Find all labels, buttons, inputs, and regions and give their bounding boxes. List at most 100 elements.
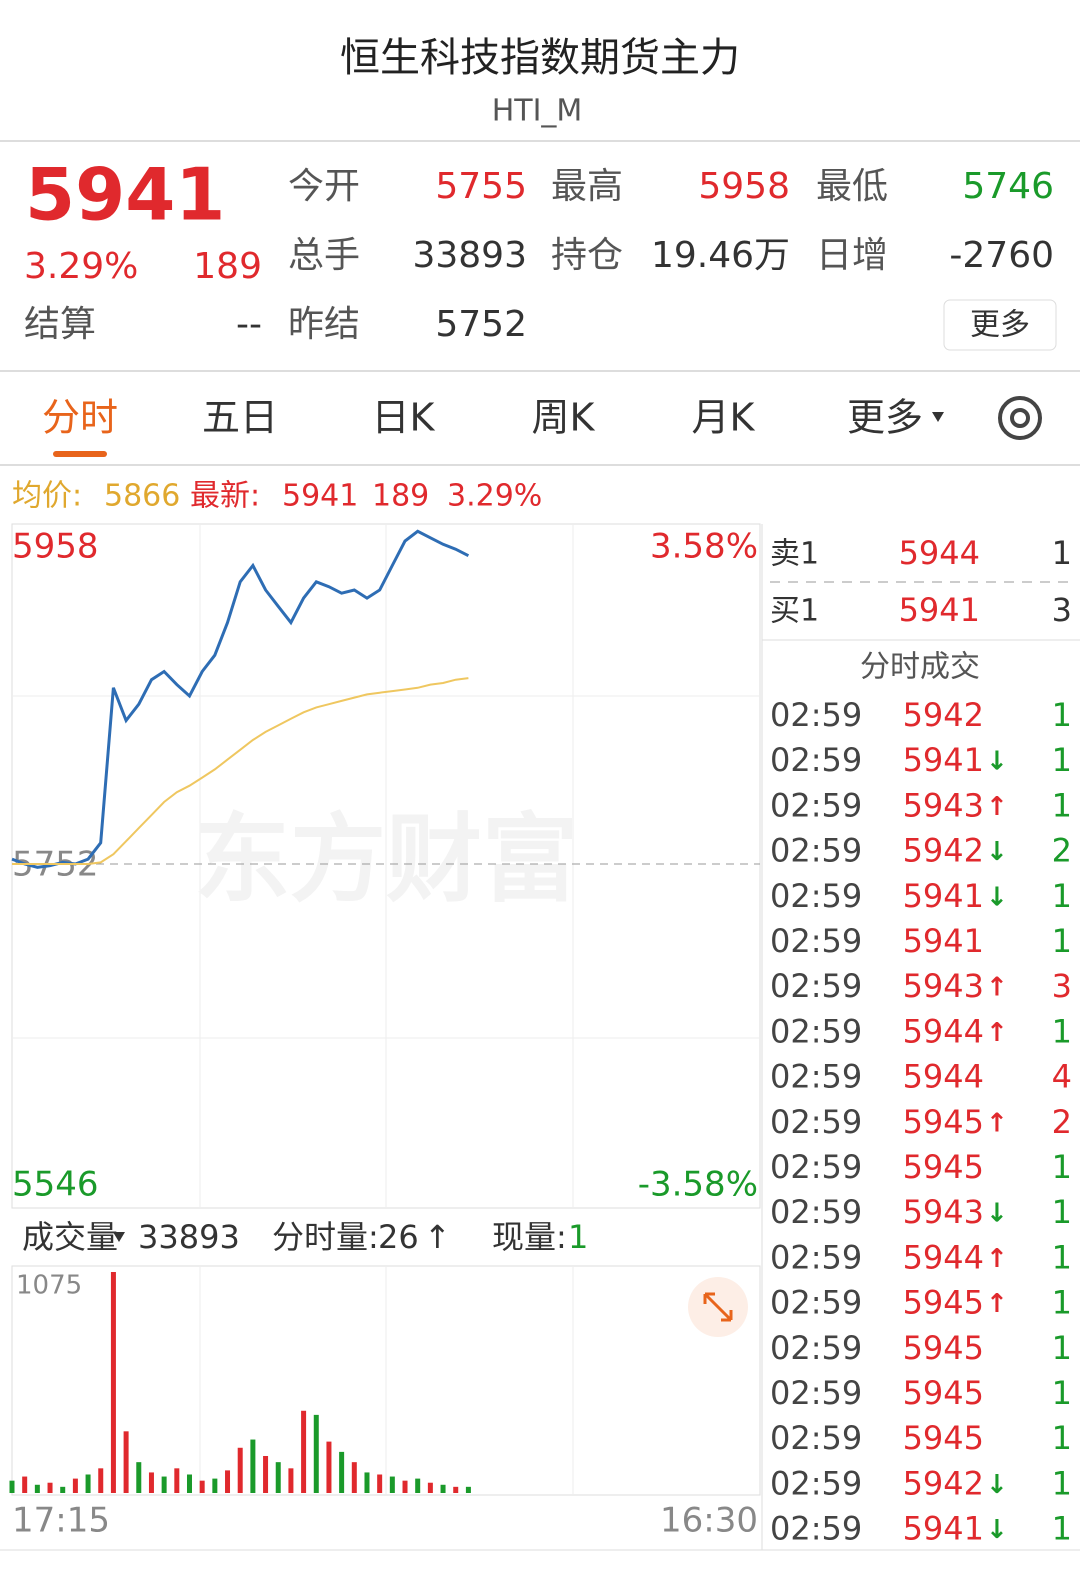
volume-bar <box>351 1462 357 1493</box>
volume-bar <box>174 1468 180 1493</box>
trade-time: 02:59 <box>770 1464 862 1502</box>
tab[interactable]: 周K <box>532 396 596 440</box>
volume-bar <box>110 1272 116 1493</box>
last-change: 189 <box>372 479 429 514</box>
tab[interactable]: 五日 <box>202 396 278 440</box>
volume-bar <box>34 1484 40 1493</box>
title: 恒生科技指数期货主力 <box>340 35 740 81</box>
trade-arrow: ↓ <box>986 1199 1008 1229</box>
trade-time: 02:59 <box>770 1012 862 1050</box>
last-value: 5941 <box>282 479 358 514</box>
trade-arrow: ↓ <box>986 1470 1008 1500</box>
trade-volume: 3 <box>1052 967 1072 1005</box>
more-text[interactable]: 更多 <box>970 308 1030 343</box>
trade-time: 02:59 <box>770 877 862 915</box>
volume-bar <box>237 1447 243 1493</box>
volume-bar <box>415 1478 421 1493</box>
change: 189 <box>193 246 262 287</box>
volume-bar <box>288 1468 294 1493</box>
trade-price: 5945 <box>903 1419 984 1457</box>
volume-bar <box>98 1468 104 1493</box>
trade-price: 5945 <box>903 1284 984 1322</box>
last-price: 5941 <box>25 153 225 237</box>
trade-time: 02:59 <box>770 1238 862 1276</box>
trade-price: 5944 <box>903 1058 984 1096</box>
volume-bar <box>313 1414 319 1493</box>
field-value: 5755 <box>435 166 527 207</box>
trade-time: 02:59 <box>770 1510 862 1548</box>
settle: -- <box>236 304 262 345</box>
trade-volume: 1 <box>1052 741 1072 779</box>
volume-bar <box>9 1480 15 1493</box>
field-label: 昨结 <box>288 304 360 345</box>
subtitle: HTI_M <box>492 94 583 129</box>
book-price: 5941 <box>899 591 980 629</box>
volume-bar <box>326 1441 332 1493</box>
watermark: 东方财富 <box>194 803 578 915</box>
field-value: -2760 <box>949 235 1054 276</box>
trade-time: 02:59 <box>770 967 862 1005</box>
field-value: 33893 <box>412 235 527 276</box>
field-label: 日增 <box>816 235 888 276</box>
volume-bar <box>275 1462 281 1493</box>
field-label: 总手 <box>288 235 360 276</box>
settings-icon[interactable] <box>998 396 1042 440</box>
book-side: 买1 <box>770 594 819 629</box>
trade-time: 02:59 <box>770 922 862 960</box>
trade-time: 02:59 <box>770 1103 862 1141</box>
trade-time: 02:59 <box>770 786 862 824</box>
trade-time: 02:59 <box>770 1148 862 1186</box>
price-line <box>11 529 470 869</box>
volume-bar <box>136 1462 142 1493</box>
tab[interactable]: 分时 <box>42 396 118 440</box>
volume-bar <box>301 1410 307 1493</box>
volume-bar <box>453 1486 459 1493</box>
trade-volume: 2 <box>1052 1103 1072 1141</box>
trade-volume: 1 <box>1052 877 1072 915</box>
field-label: 今开 <box>288 166 360 207</box>
field-value: 5752 <box>435 304 527 345</box>
trade-volume: 1 <box>1052 1329 1072 1367</box>
trade-price: 5943 <box>903 1193 984 1231</box>
tab[interactable]: 日K <box>372 396 436 440</box>
trade-arrow: ↑ <box>986 973 1008 1003</box>
trade-time: 02:59 <box>770 696 862 734</box>
tab[interactable]: 月K <box>692 396 756 440</box>
expand-icon <box>703 1292 733 1322</box>
volume-bar <box>212 1478 218 1493</box>
tick-volume: 26 <box>378 1218 419 1256</box>
last-label: 最新: <box>190 479 260 514</box>
trade-price: 5942 <box>903 1464 984 1502</box>
field-label: 最高 <box>551 166 623 207</box>
trade-price: 5945 <box>903 1148 984 1186</box>
volume-tick-label: 1075 <box>16 1271 82 1301</box>
trade-time: 02:59 <box>770 1329 862 1367</box>
trade-volume: 4 <box>1052 1058 1072 1096</box>
tab[interactable]: 更多 <box>847 396 923 440</box>
now-volume-label: 现量: <box>492 1218 567 1256</box>
trade-volume: 1 <box>1052 1284 1072 1322</box>
tick-arrow: ↑ <box>424 1218 451 1256</box>
trade-volume: 1 <box>1052 1193 1072 1231</box>
trade-price: 5943 <box>903 786 984 824</box>
trade-volume: 1 <box>1052 1464 1072 1502</box>
volume-bar <box>225 1470 231 1493</box>
trade-price: 5944 <box>903 1012 984 1050</box>
trade-time: 02:59 <box>770 741 862 779</box>
y-tick-label: 5958 <box>12 527 99 567</box>
trade-price: 5942 <box>903 832 984 870</box>
trade-arrow: ↓ <box>986 747 1008 777</box>
trade-price: 5943 <box>903 967 984 1005</box>
tick-volume-label: 分时量: <box>272 1218 379 1256</box>
avg-value: 5866 <box>104 479 180 514</box>
trade-time: 02:59 <box>770 1193 862 1231</box>
volume-bar <box>148 1472 154 1493</box>
settle-label: 结算 <box>24 304 96 345</box>
trade-arrow: ↓ <box>986 1515 1008 1545</box>
dropdown-arrow <box>932 412 944 422</box>
more-button[interactable] <box>943 299 1057 351</box>
dropdown-arrow[interactable] <box>113 1232 125 1242</box>
x-tick-label: 16:30 <box>660 1501 758 1541</box>
y-tick-label: 5546 <box>12 1165 99 1205</box>
trade-price: 5941 <box>903 1510 984 1548</box>
